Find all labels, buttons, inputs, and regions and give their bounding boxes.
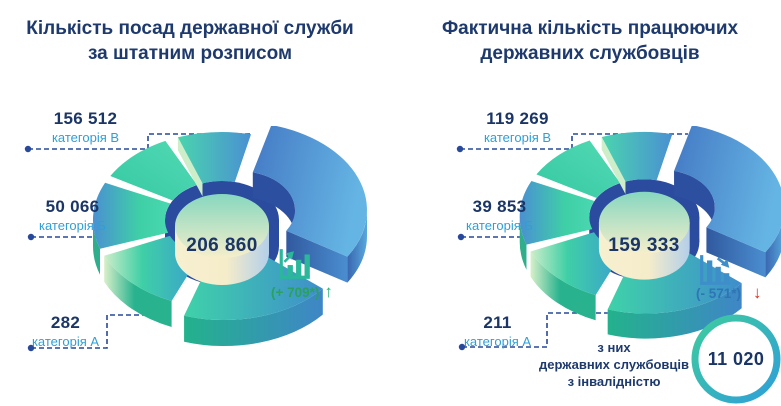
title-left-line2: за штатним розписом — [87, 43, 293, 65]
stat-left-category-b: 50 066 категорія Б — [25, 197, 120, 233]
title-right-line2: державних службовців — [480, 43, 700, 65]
title-right-line1: Фактична кількість працюючих — [441, 18, 739, 39]
stat-category: категорія Б — [39, 218, 106, 233]
gradient-ring — [691, 314, 781, 404]
stat-category: категорія Б — [466, 218, 533, 233]
connector-right-category-a — [462, 312, 608, 348]
stat-category: категорія В — [51, 130, 120, 145]
stat-category: категорія В — [483, 130, 552, 145]
disability-value: 11 020 — [707, 348, 765, 369]
total-right: 159 333 — [608, 235, 680, 256]
stat-value: 211 — [483, 313, 512, 332]
stat-left-category-a: 282 категорія А — [18, 313, 113, 349]
delta-right: (- 571*) ↓ — [696, 283, 762, 303]
stat-right-category-v: 119 269 категорія В — [460, 109, 575, 145]
delta-text: (- 571*) — [696, 285, 742, 301]
total-left: 206 860 — [186, 235, 258, 256]
delta-text: (+ 709*) — [271, 284, 320, 300]
delta-left: (+ 709*) ↑ — [271, 282, 333, 302]
disability-note: з них державних службовців з інвалідніст… — [534, 340, 694, 391]
stat-left-category-v: 156 512 категорія В — [28, 109, 143, 145]
disability-line3: з інвалідністю — [567, 373, 661, 389]
disability-line1: з них — [597, 340, 631, 355]
stat-category: категорія А — [463, 334, 532, 349]
connector-left-category-a — [31, 314, 173, 349]
disability-line2: державних службовців — [538, 356, 689, 372]
stat-right-category-b: 39 853 категорія Б — [452, 197, 547, 233]
stat-value: 119 269 — [486, 109, 549, 128]
page-title-right: Фактична кількість працюючих державних с… — [410, 16, 770, 66]
stat-value: 39 853 — [472, 197, 527, 216]
arrow-down-icon: ↓ — [753, 283, 762, 302]
bar-chart-declining-icon — [700, 255, 731, 285]
stat-value: 282 — [50, 313, 81, 332]
page-title-left: Кількість посад державної служби за штат… — [5, 16, 375, 66]
title-left-line1: Кількість посад державної служби — [26, 18, 354, 39]
stat-value: 50 066 — [45, 197, 100, 216]
bar-chart-rising-icon — [279, 249, 310, 279]
disability-badge: 11 020 — [690, 313, 781, 405]
stat-value: 156 512 — [53, 109, 118, 128]
arrow-up-icon: ↑ — [324, 282, 333, 301]
connector-dots — [24, 145, 466, 352]
stat-category: категорія А — [31, 334, 100, 349]
stat-right-category-a: 211 категорія А — [450, 313, 545, 349]
